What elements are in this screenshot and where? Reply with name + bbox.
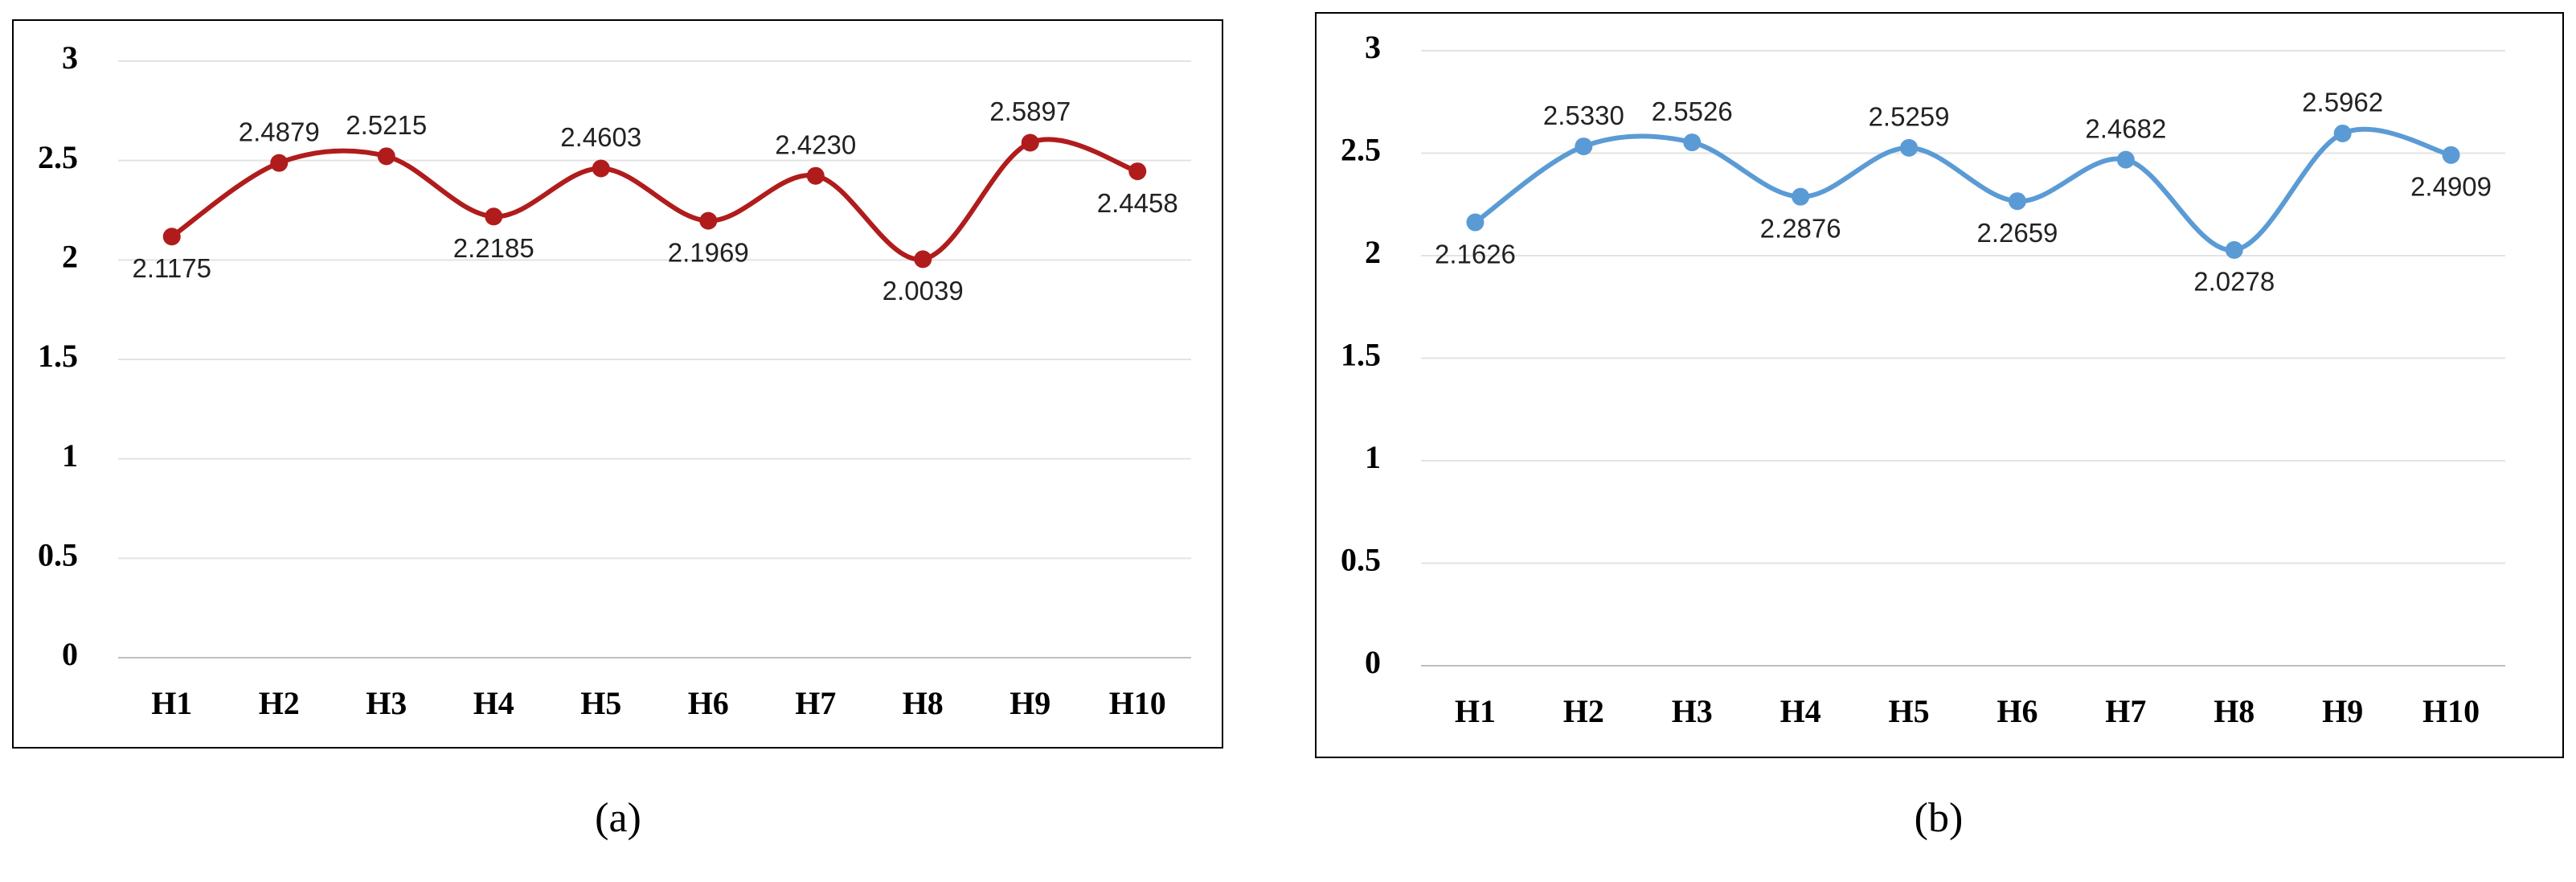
data-line [170, 137, 1139, 262]
data-label: 2.5259 [1869, 102, 1950, 132]
data-point [2225, 240, 2243, 259]
data-label: 2.1626 [1435, 239, 1516, 269]
data-label: 2.4458 [1097, 188, 1178, 218]
data-label: 2.5897 [989, 96, 1071, 126]
data-point [1683, 133, 1702, 152]
caption: (b) [1915, 795, 1964, 841]
data-label: 2.5330 [1543, 101, 1624, 130]
y-tick-label: 2 [62, 239, 78, 275]
data-point [1575, 137, 1593, 156]
data-label: 2.1175 [133, 253, 211, 283]
data-point [1128, 162, 1147, 181]
y-tick-label: 1 [1365, 439, 1381, 475]
x-tick-label: H7 [795, 685, 836, 721]
x-tick-label: H6 [688, 685, 729, 721]
x-tick-label: H3 [366, 685, 407, 721]
x-tick-label: H1 [1455, 693, 1496, 729]
x-tick-label: H9 [1010, 685, 1050, 721]
data-point [1900, 138, 1919, 157]
data-point [699, 211, 718, 230]
x-tick-label: H9 [2322, 693, 2363, 729]
y-tick-label: 3 [62, 39, 78, 76]
x-tick-label: H10 [1109, 685, 1166, 721]
data-point [2333, 124, 2352, 142]
y-tick-label: 0.5 [1341, 542, 1381, 578]
data-point [2116, 150, 2135, 169]
data-point [485, 207, 503, 226]
data-point [914, 250, 932, 269]
y-tick-label: 0 [62, 636, 78, 672]
data-label: 2.4909 [2410, 172, 2492, 202]
y-tick-label: 3 [1365, 29, 1381, 65]
x-tick-label: H2 [259, 685, 300, 721]
x-tick-label: H1 [151, 685, 192, 721]
caption: (a) [595, 795, 641, 841]
data-point [2442, 146, 2460, 164]
x-tick-label: H4 [473, 685, 514, 721]
y-tick-label: 0 [1365, 644, 1381, 680]
data-point [270, 154, 289, 172]
data-label: 2.0278 [2193, 267, 2275, 297]
data-label: 2.2659 [1976, 218, 2058, 248]
x-tick-label: H10 [2422, 693, 2480, 729]
y-tick-label: 1.5 [1341, 337, 1381, 373]
x-tick-label: H7 [2105, 693, 2146, 729]
data-point [806, 166, 825, 185]
data-point [162, 228, 181, 246]
data-label: 2.4230 [775, 129, 856, 159]
chart-frame [1315, 12, 2564, 758]
data-point [377, 147, 395, 166]
y-tick-label: 0.5 [38, 537, 78, 573]
data-label: 2.2185 [453, 233, 534, 263]
y-tick-label: 2.5 [38, 139, 78, 175]
data-point [2008, 192, 2026, 211]
data-point [1792, 187, 1810, 206]
data-point [1466, 213, 1485, 232]
data-label: 2.5526 [1652, 96, 1733, 126]
data-line [1473, 126, 2452, 252]
data-label: 2.5215 [346, 110, 427, 140]
data-label: 2.4682 [2085, 113, 2166, 143]
data-point [1021, 133, 1039, 152]
data-point [592, 159, 610, 178]
x-tick-label: H6 [1997, 693, 2037, 729]
data-label: 2.4879 [239, 117, 320, 146]
y-tick-label: 2.5 [1341, 132, 1381, 168]
y-tick-label: 2 [1365, 234, 1381, 270]
x-tick-label: H2 [1563, 693, 1604, 729]
x-tick-label: H8 [2214, 693, 2255, 729]
data-label: 2.1969 [668, 237, 749, 267]
y-tick-label: 1.5 [38, 338, 78, 374]
chart-frame [12, 19, 1223, 749]
y-tick-label: 1 [62, 437, 78, 474]
x-tick-label: H8 [903, 685, 944, 721]
data-label: 2.5962 [2302, 88, 2383, 117]
data-label: 2.0039 [883, 276, 964, 306]
x-tick-label: H5 [1888, 693, 1929, 729]
data-label: 2.2876 [1760, 213, 1841, 243]
x-tick-label: H3 [1672, 693, 1713, 729]
x-tick-label: H5 [580, 685, 621, 721]
data-label: 2.4603 [560, 122, 641, 152]
x-tick-label: H4 [1780, 693, 1821, 729]
